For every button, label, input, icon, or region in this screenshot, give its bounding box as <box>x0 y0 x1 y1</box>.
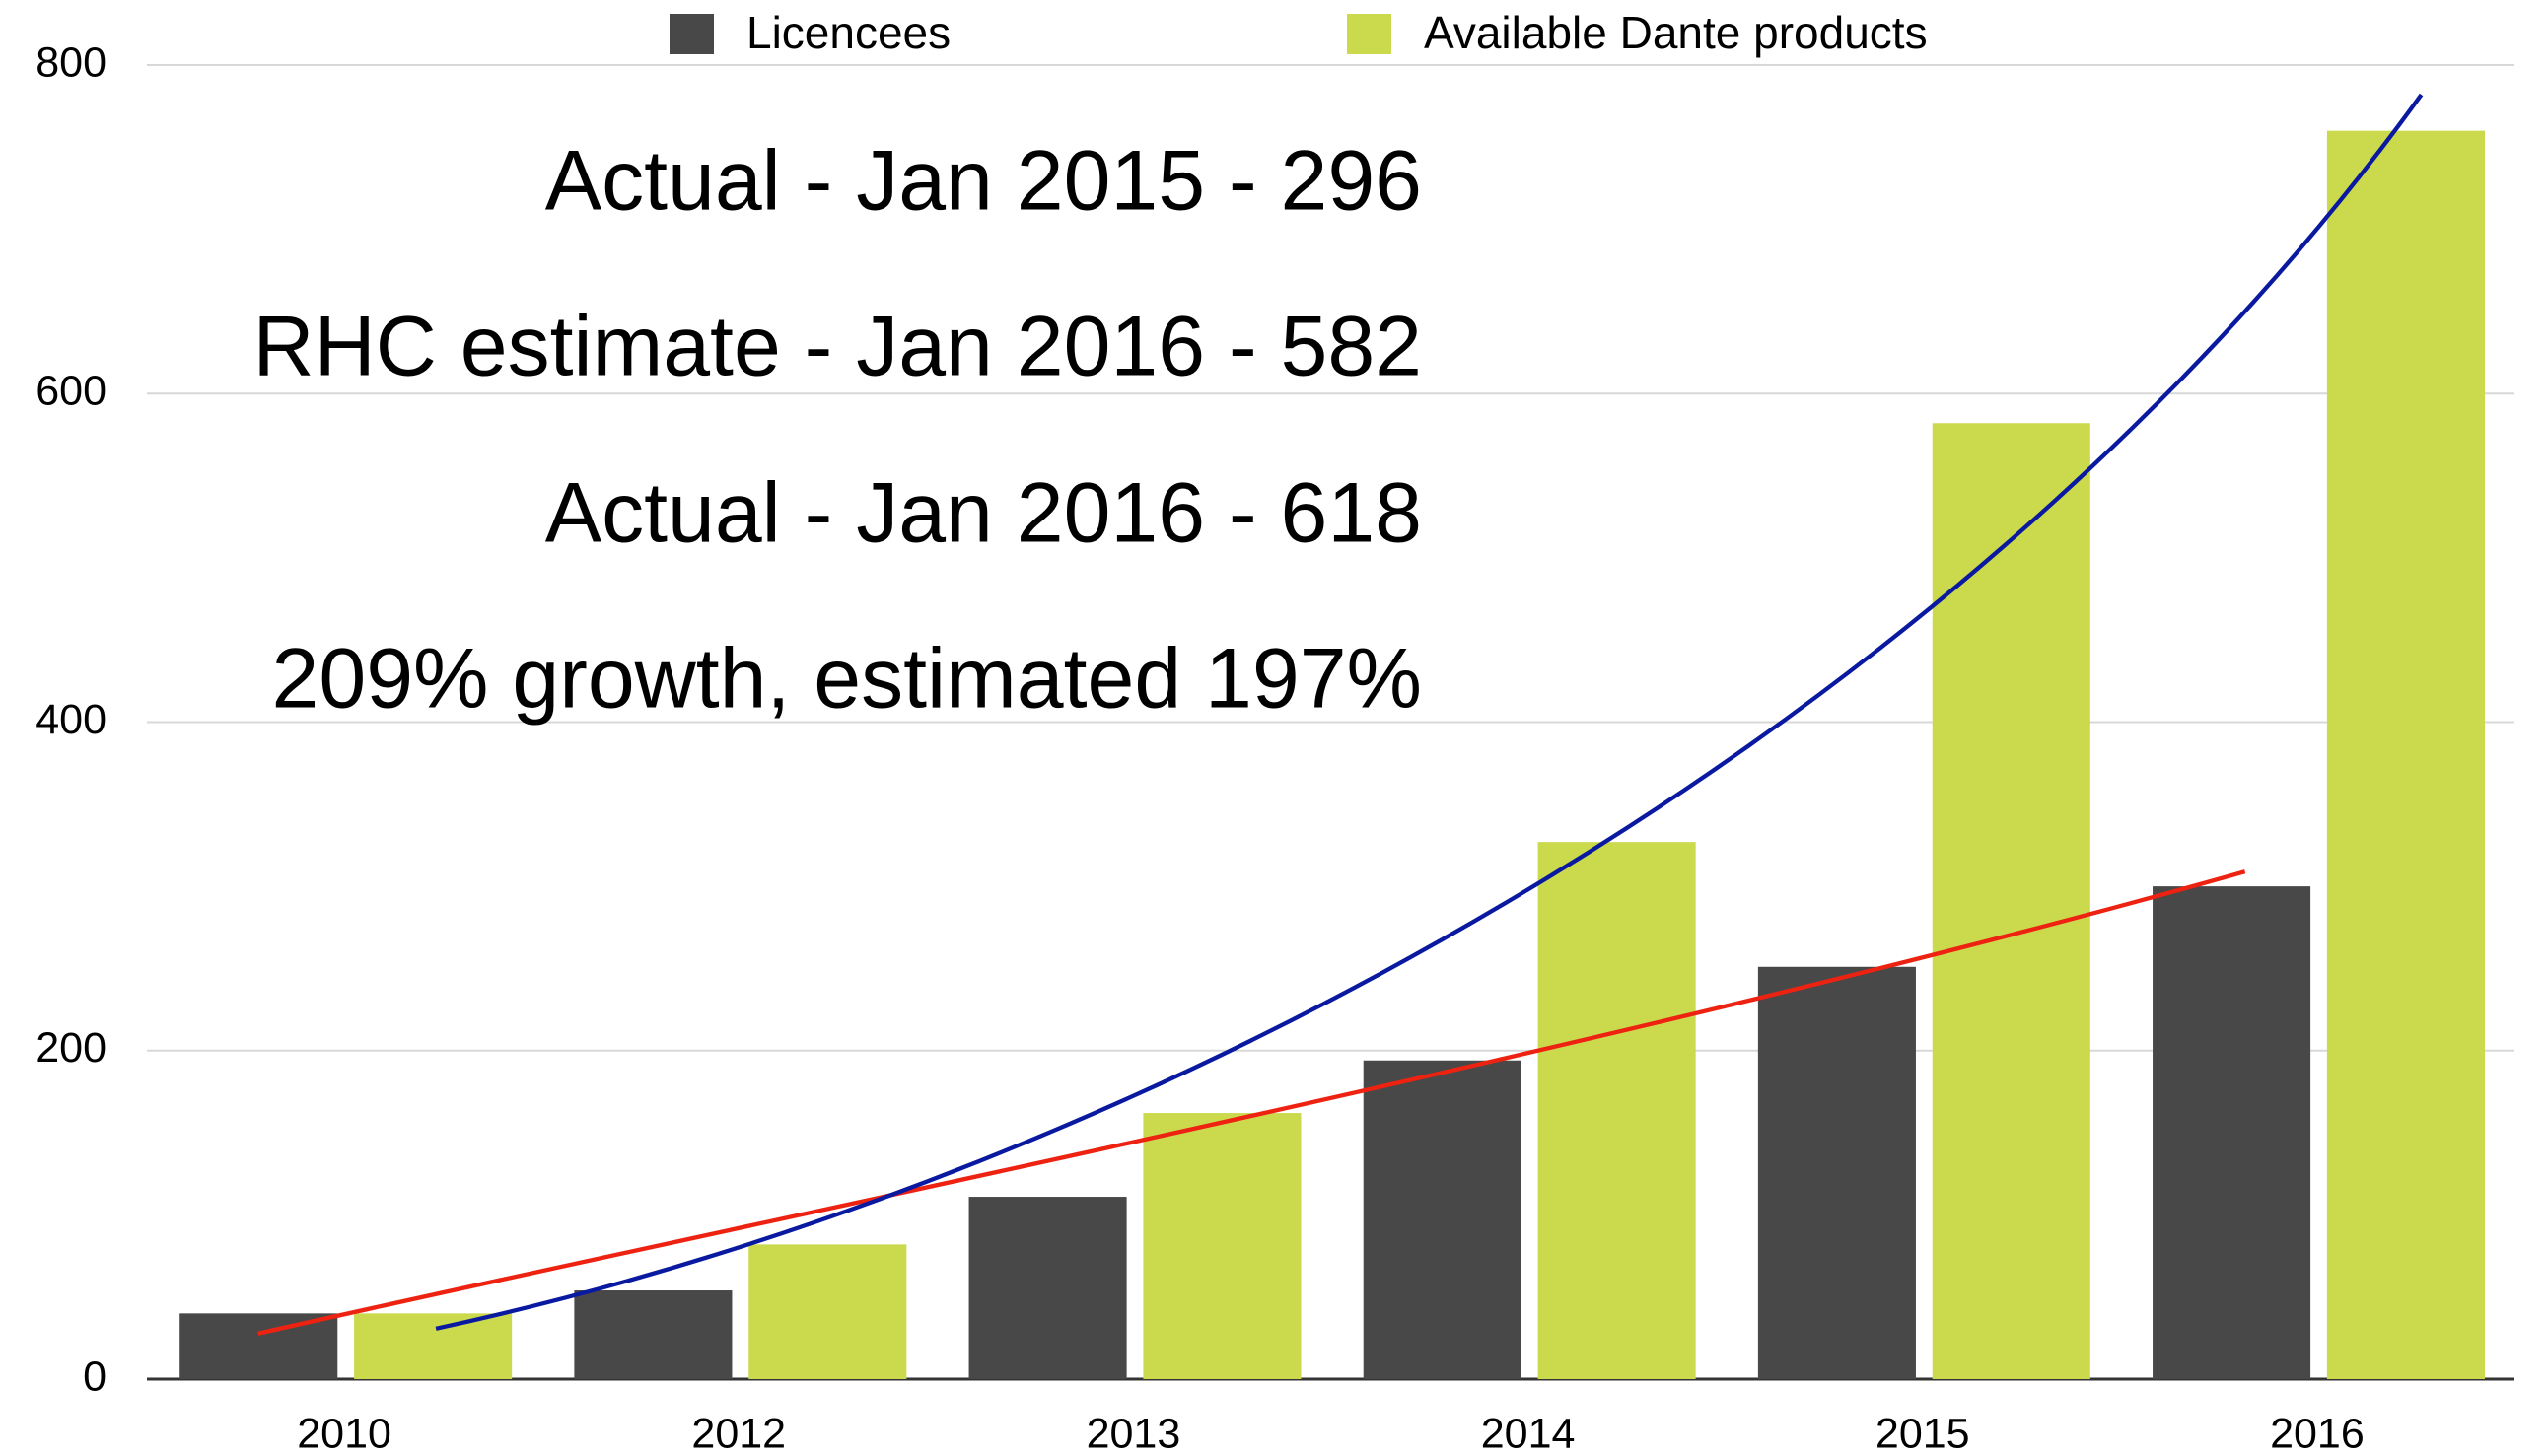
annotation: Actual - Jan 2016 - 618 <box>545 466 1422 561</box>
annotation: 209% growth, estimated 197% <box>272 632 1422 727</box>
bar <box>1143 1113 1302 1379</box>
bar <box>574 1290 733 1379</box>
trendline-products <box>435 93 2424 1331</box>
y-tick-label: 400 <box>35 696 106 743</box>
x-tick-label: 2016 <box>2270 1410 2365 1451</box>
bar <box>1363 1060 1521 1379</box>
x-tick-label: 2014 <box>1481 1410 1576 1451</box>
y-tick-label: 200 <box>35 1024 106 1072</box>
bar <box>2326 130 2485 1379</box>
trendline-licencees <box>257 869 2246 1336</box>
legend-label: Available Dante products <box>1424 7 1928 58</box>
labels: 0 200 400 600 800 2010 2012 2013 2014 2015 2016 Lic… <box>35 7 2365 1456</box>
bar <box>1537 842 1696 1379</box>
bars <box>179 130 2485 1379</box>
annotation: Actual - Jan 2015 - 296 <box>545 134 1422 229</box>
bar <box>1932 423 2090 1379</box>
grid <box>147 64 2514 1381</box>
y-tick-label: 0 <box>83 1352 106 1400</box>
bar <box>354 1313 513 1379</box>
x-tick-label: 2012 <box>691 1410 786 1451</box>
y-tick-label: 800 <box>35 38 106 86</box>
legend-label: Licencees <box>746 7 951 58</box>
bar <box>748 1244 907 1379</box>
bar <box>1757 966 1916 1379</box>
annotation: RHC estimate - Jan 2016 - 582 <box>253 300 1422 394</box>
x-tick-label: 2010 <box>297 1410 391 1451</box>
bar <box>2153 886 2311 1379</box>
x-tick-label: 2015 <box>1875 1410 1970 1451</box>
bar <box>968 1197 1127 1379</box>
bar <box>179 1313 338 1379</box>
legend-swatch <box>670 14 714 54</box>
trendlines <box>257 93 2424 1336</box>
x-tick-label: 2013 <box>1087 1410 1181 1451</box>
y-tick-label: 600 <box>35 368 106 415</box>
legend-swatch <box>1347 14 1391 54</box>
